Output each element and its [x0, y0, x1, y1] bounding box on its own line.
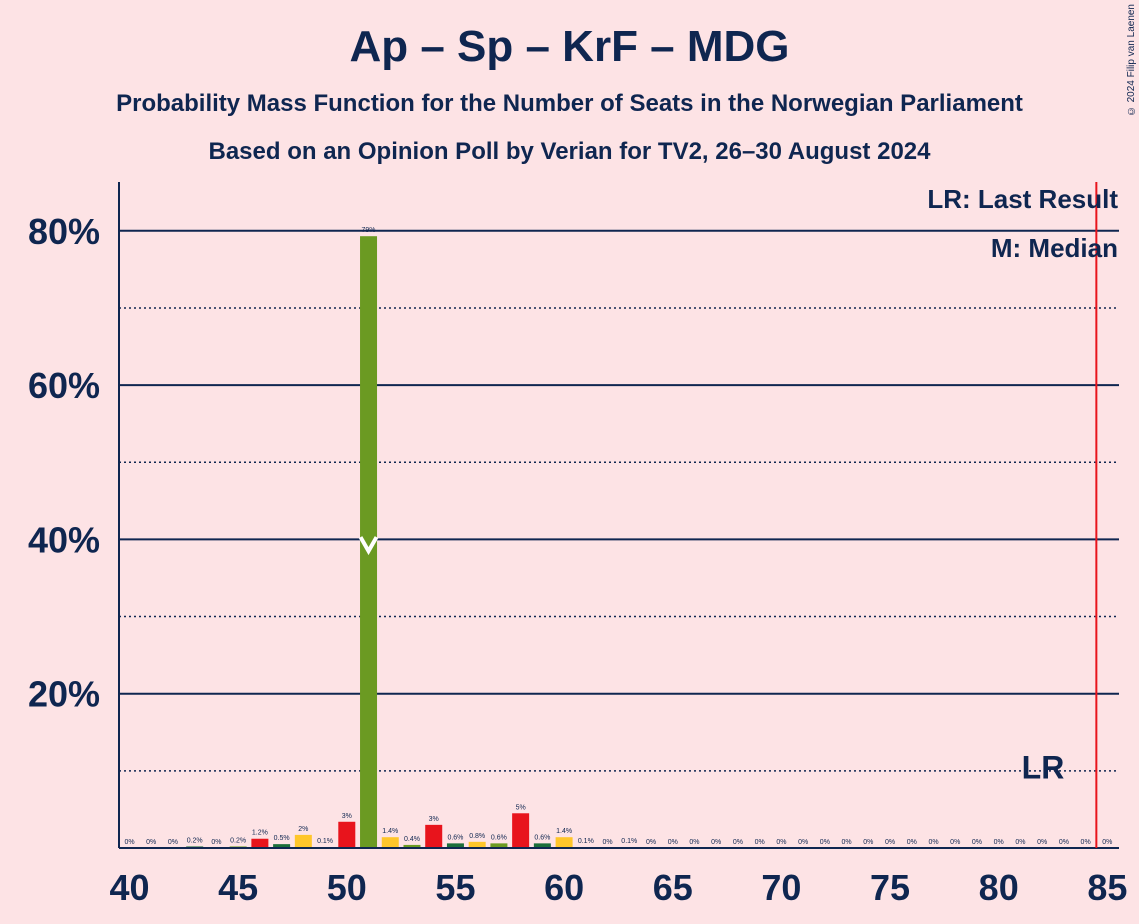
- bar-value-label: 0.6%: [534, 834, 550, 841]
- bar-value-label: 1.4%: [556, 828, 572, 835]
- legend-median: M: Median: [991, 233, 1118, 263]
- bar-value-label: 0%: [1015, 839, 1025, 846]
- bar-seats-48: [294, 834, 312, 848]
- bar-value-label: 0%: [711, 839, 721, 846]
- x-tick-label: 50: [327, 867, 367, 908]
- bar-value-label: 0%: [776, 839, 786, 846]
- bar-value-label: 3%: [429, 816, 439, 823]
- bar-value-label: 0%: [907, 839, 917, 846]
- bar-value-label: 0%: [820, 839, 830, 846]
- bar-value-label: 0.2%: [230, 837, 246, 844]
- x-tick-label: 85: [1087, 867, 1127, 908]
- bar-seats-55: [446, 843, 464, 848]
- bar-seats-59: [533, 843, 551, 848]
- bar-value-label: 0.2%: [187, 837, 203, 844]
- bar-seats-51: [360, 236, 378, 848]
- bar-value-label: 0%: [842, 839, 852, 846]
- bar-seats-58: [512, 813, 530, 848]
- x-tick-label: 80: [979, 867, 1019, 908]
- bar-value-label: 0.6%: [491, 834, 507, 841]
- bar-value-label: 0.1%: [621, 838, 637, 845]
- x-tick-label: 65: [653, 867, 693, 908]
- bar-value-label: 5%: [516, 804, 526, 811]
- bar-seats-53: [403, 844, 421, 848]
- y-tick-label: 80%: [28, 211, 100, 252]
- bar-value-label: 0%: [885, 839, 895, 846]
- bar-value-label: 0%: [863, 839, 873, 846]
- y-tick-label: 20%: [28, 674, 100, 715]
- bar-value-label: 0%: [1037, 839, 1047, 846]
- x-tick-label: 60: [544, 867, 584, 908]
- bar-seats-57: [490, 843, 508, 848]
- bar-value-label: 2%: [298, 826, 308, 833]
- bar-value-label: 0%: [689, 839, 699, 846]
- legend-last-result: LR: Last Result: [927, 184, 1118, 214]
- bar-seats-52: [381, 837, 399, 848]
- bar-value-label: 0.6%: [447, 834, 463, 841]
- bar-value-label: 0%: [798, 839, 808, 846]
- x-tick-label: 55: [435, 867, 475, 908]
- bar-value-label: 0.1%: [317, 838, 333, 845]
- bar-seats-60: [555, 837, 573, 848]
- bar-seats-54: [425, 824, 443, 848]
- bar-value-label: 3%: [342, 813, 352, 820]
- chart-source-subtitle: Based on an Opinion Poll by Verian for T…: [208, 138, 931, 165]
- x-tick-label: 45: [218, 867, 258, 908]
- x-tick-label: 70: [761, 867, 801, 908]
- bar-value-label: 0%: [211, 839, 221, 846]
- chart-subtitle: Probability Mass Function for the Number…: [116, 90, 1023, 117]
- bar-value-label: 0%: [972, 839, 982, 846]
- bar-value-label: 0.4%: [404, 836, 420, 843]
- bar-value-label: 0%: [733, 839, 743, 846]
- bar-value-label: 79%: [362, 227, 376, 234]
- bar-value-label: 0%: [950, 839, 960, 846]
- y-tick-label: 60%: [28, 365, 100, 406]
- bar-value-label: 1.4%: [382, 828, 398, 835]
- bar-seats-46: [251, 838, 269, 848]
- bar-value-label: 0%: [602, 839, 612, 846]
- bar-value-label: 0.1%: [578, 838, 594, 845]
- bar-seats-47: [273, 844, 291, 848]
- bar-value-label: 0.5%: [274, 835, 290, 842]
- bar-value-label: 0%: [646, 839, 656, 846]
- bar-value-label: 0%: [1059, 839, 1069, 846]
- bar-value-label: 1.2%: [252, 830, 268, 837]
- x-tick-label: 40: [109, 867, 149, 908]
- x-tick-label: 75: [870, 867, 910, 908]
- bar-value-label: 0%: [668, 839, 678, 846]
- bar-value-label: 0%: [994, 839, 1004, 846]
- bar-value-label: 0%: [146, 839, 156, 846]
- chart-title: Ap – Sp – KrF – MDG: [349, 22, 790, 71]
- bar-value-label: 0%: [1102, 839, 1112, 846]
- bar-value-label: 0%: [1081, 839, 1091, 846]
- bar-value-label: 0%: [124, 839, 134, 846]
- bar-value-label: 0%: [928, 839, 938, 846]
- last-result-marker: LR: [1022, 750, 1065, 786]
- bar-seats-56: [468, 841, 486, 848]
- bar-value-label: 0%: [168, 839, 178, 846]
- bar-seats-50: [338, 821, 356, 848]
- bar-value-label: 0%: [755, 839, 765, 846]
- median-marker: [358, 536, 379, 556]
- y-tick-label: 40%: [28, 519, 100, 560]
- bar-value-label: 0.8%: [469, 833, 485, 840]
